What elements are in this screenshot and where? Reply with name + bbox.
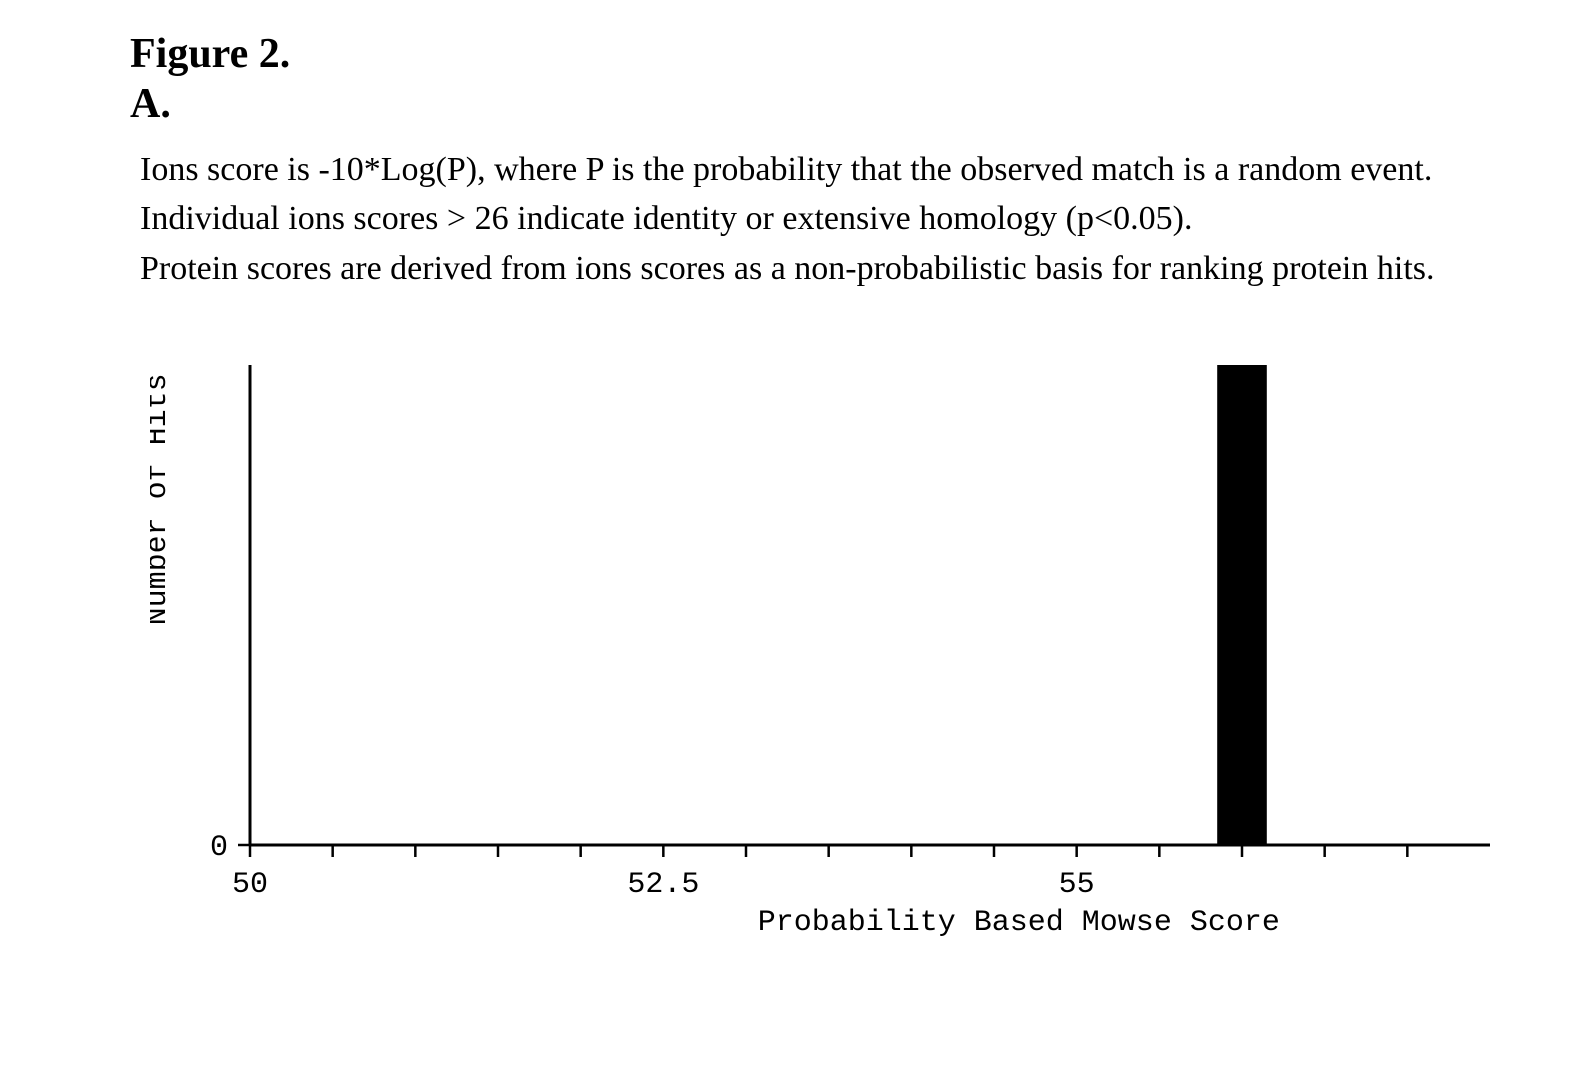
x-tick-label: 50: [232, 868, 268, 902]
mowse-score-chart: 050 52.5 55 Probability Based Mowse Score Nu…: [150, 345, 1570, 1025]
panel-label: A.: [130, 80, 171, 128]
caption-line-2: Individual ions scores > 26 indicate ide…: [140, 194, 1560, 243]
page: Figure 2. A. Ions score is -10*Log(P), w…: [0, 0, 1587, 1066]
y-axis-label: Number of Hits: [150, 373, 175, 625]
caption-line-1: Ions score is -10*Log(P), where P is the…: [140, 145, 1560, 194]
x-axis-label: Probability Based Mowse Score: [758, 906, 1280, 940]
x-tick-label: 52.5: [627, 868, 699, 902]
caption-line-3: Protein scores are derived from ions sco…: [140, 244, 1560, 293]
x-tick-label: 55: [1059, 868, 1095, 902]
y-tick-label: 0: [210, 831, 228, 865]
caption-block: Ions score is -10*Log(P), where P is the…: [140, 145, 1560, 293]
bar: [1217, 365, 1267, 845]
figure-title: Figure 2.: [130, 30, 290, 78]
